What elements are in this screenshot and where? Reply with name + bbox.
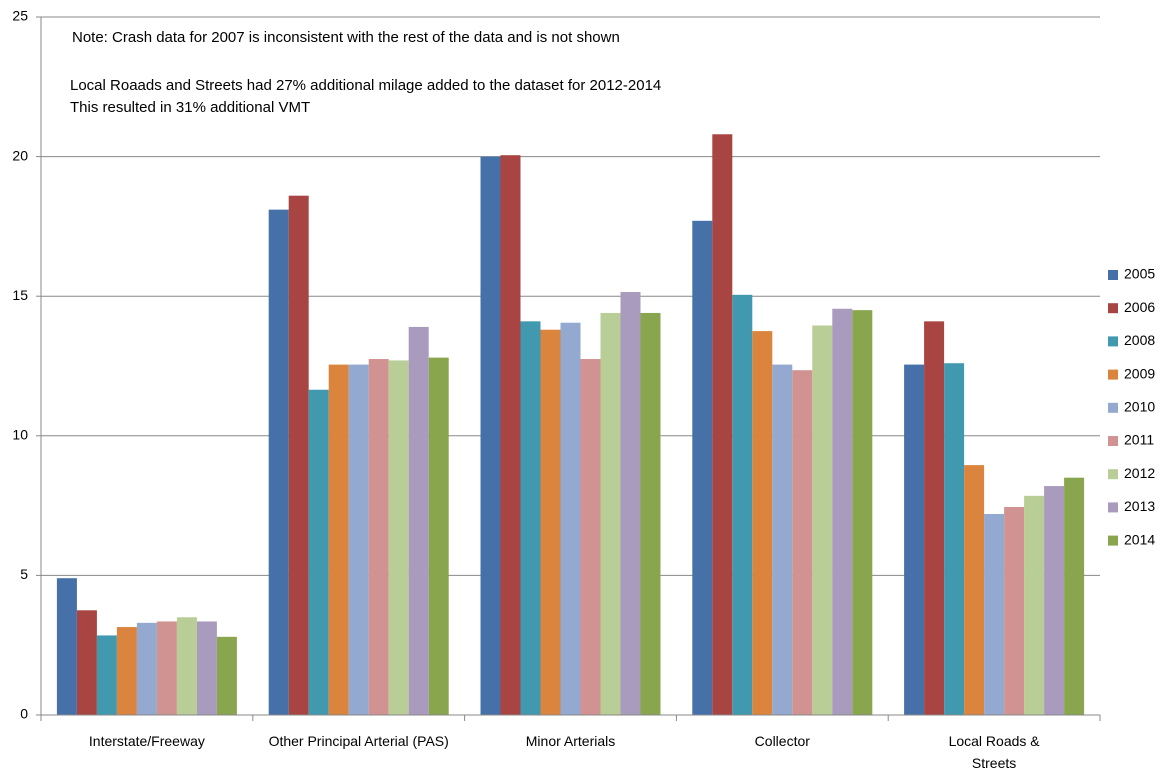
legend-label: 2012	[1124, 465, 1155, 481]
bar	[116, 627, 137, 715]
bar	[792, 370, 813, 715]
bar	[196, 621, 217, 715]
bar	[1004, 506, 1025, 715]
bar	[964, 465, 985, 715]
y-tick-label: 20	[12, 147, 28, 163]
bar	[216, 636, 237, 715]
y-tick-label: 0	[20, 706, 28, 722]
bar	[560, 322, 581, 715]
legend-label: 2008	[1124, 332, 1155, 348]
bar	[1044, 486, 1065, 715]
bar	[812, 325, 833, 715]
legend-label: 2010	[1124, 399, 1155, 415]
bar	[772, 364, 793, 715]
bar	[56, 578, 77, 715]
legend-swatch	[1108, 436, 1118, 446]
bar	[944, 363, 965, 715]
bar	[480, 156, 501, 716]
bar	[520, 321, 541, 715]
x-tick-label: Other Principal Arterial (PAS)	[268, 733, 449, 749]
bar	[904, 364, 925, 715]
bar	[268, 209, 289, 715]
bar	[348, 364, 369, 715]
bar	[640, 312, 661, 715]
legend-swatch	[1108, 469, 1118, 480]
bar	[176, 617, 197, 715]
bar	[752, 331, 773, 715]
legend-swatch	[1108, 303, 1118, 314]
legend-swatch	[1108, 336, 1118, 347]
bar	[832, 308, 853, 715]
legend-swatch	[1108, 402, 1118, 413]
x-tick-label: Interstate/Freeway	[88, 733, 205, 749]
x-tick-label: Collector	[754, 733, 810, 749]
legend-label: 2005	[1124, 266, 1155, 282]
bar	[76, 610, 97, 715]
bar	[852, 310, 873, 715]
x-tick-label: Minor Arterials	[525, 733, 616, 749]
legend-label: 2006	[1124, 299, 1155, 315]
bar	[1064, 477, 1085, 715]
y-tick-label: 25	[12, 8, 28, 24]
bar	[308, 389, 329, 715]
bar	[96, 635, 117, 715]
bar	[540, 329, 561, 715]
legend-swatch	[1108, 535, 1118, 546]
annotation: Local Roaads and Streets had 27% additio…	[70, 77, 661, 94]
x-tick-label: Local Roads & Streets	[948, 733, 1040, 771]
bar	[732, 294, 753, 715]
legend-swatch	[1108, 502, 1118, 513]
bar	[428, 357, 449, 715]
bar	[600, 312, 621, 715]
bar	[368, 359, 389, 715]
bar	[924, 321, 945, 715]
legend-swatch	[1108, 270, 1118, 280]
legend-label: 2011	[1124, 432, 1154, 448]
legend-label: 2009	[1124, 365, 1155, 381]
bar	[500, 155, 521, 716]
bar	[136, 622, 157, 715]
bar	[328, 364, 349, 715]
bar	[712, 134, 733, 716]
annotation: Note: Crash data for 2007 is inconsisten…	[72, 29, 620, 46]
bar	[288, 195, 309, 716]
legend-swatch	[1108, 369, 1118, 380]
y-tick-label: 15	[12, 287, 28, 303]
bar	[984, 513, 1005, 715]
legend-label: 2013	[1124, 498, 1155, 514]
bar	[620, 292, 641, 715]
annotation: This resulted in 31% additional VMT	[70, 99, 310, 116]
bar	[388, 360, 409, 715]
bar	[580, 359, 601, 715]
legend-label: 2014	[1124, 531, 1155, 547]
bar	[1024, 495, 1045, 715]
bar	[408, 326, 429, 715]
y-tick-label: 10	[12, 427, 28, 443]
y-tick-label: 5	[20, 566, 28, 582]
bar	[692, 220, 713, 716]
bar	[156, 621, 177, 715]
